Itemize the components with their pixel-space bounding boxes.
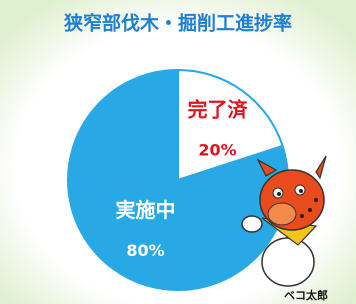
chart-title: 狭窄部伐木・掘削工進捗率 <box>63 12 292 35</box>
mascot-caption: ベコ太郎 <box>284 288 328 302</box>
slice-value-label: 80% <box>126 241 164 260</box>
pie <box>68 70 288 290</box>
slice-category-label: 実施中 <box>115 198 175 222</box>
slice-category-label: 完了済 <box>188 98 249 122</box>
slice-value-label: 20% <box>198 141 236 160</box>
page: 狭窄部伐木・掘削工進捗率 完了済20%実施中80% ベコ太郎 (() => { … <box>0 0 356 304</box>
chart: 狭窄部伐木・掘削工進捗率 完了済 20% 実施中 80% ベコ太郎 <box>0 0 356 304</box>
